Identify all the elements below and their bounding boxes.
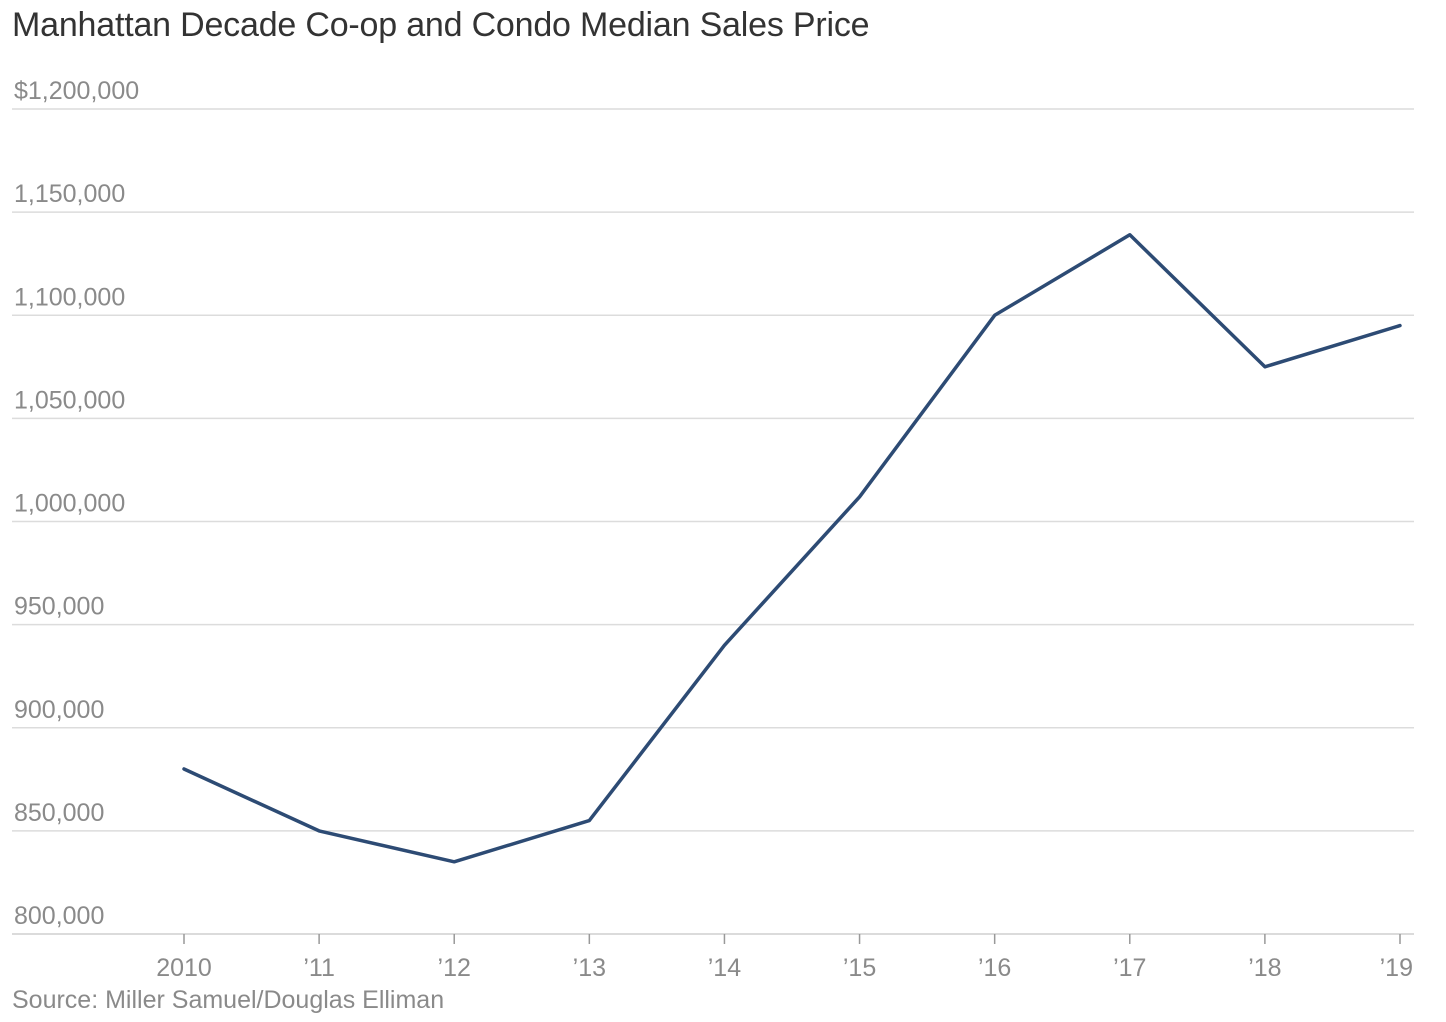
chart-title: Manhattan Decade Co-op and Condo Median … <box>12 6 870 44</box>
y-tick-label: 1,050,000 <box>14 386 125 414</box>
x-tick-label: ’17 <box>1113 954 1146 982</box>
x-axis: 2010 ’11 ’12 ’13 ’14 ’15 ’16 ’17 ’18 ’19 <box>156 934 1413 982</box>
x-tick-label: ’14 <box>708 954 741 982</box>
series-line-median-sales-price <box>182 233 1402 864</box>
x-tick-label: ’11 <box>303 954 335 982</box>
y-tick-label: 1,150,000 <box>14 180 125 208</box>
y-axis-labels: 800,000 850,000 900,000 950,000 1,000,000 1,0… <box>14 77 139 930</box>
x-tick-label: ’15 <box>843 954 876 982</box>
x-tick-label: ’13 <box>573 954 606 982</box>
y-tick-label: 850,000 <box>14 799 104 827</box>
y-tick-label: 950,000 <box>14 593 104 621</box>
y-tick-label: 800,000 <box>14 902 104 930</box>
x-tick-label: ’19 <box>1380 954 1413 982</box>
y-tick-label: $1,200,000 <box>14 77 139 105</box>
y-tick-label: 1,100,000 <box>14 283 125 311</box>
x-tick-label: ’18 <box>1248 954 1281 982</box>
chart-source: Source: Miller Samuel/Douglas Elliman <box>12 986 445 1014</box>
y-tick-label: 1,000,000 <box>14 490 125 518</box>
x-tick-label: ’12 <box>438 954 471 982</box>
x-tick-label: ’16 <box>978 954 1011 982</box>
y-tick-label: 900,000 <box>14 696 104 724</box>
gridlines <box>12 108 1414 935</box>
x-tick-label: 2010 <box>156 954 212 982</box>
series-layer <box>182 233 1402 864</box>
